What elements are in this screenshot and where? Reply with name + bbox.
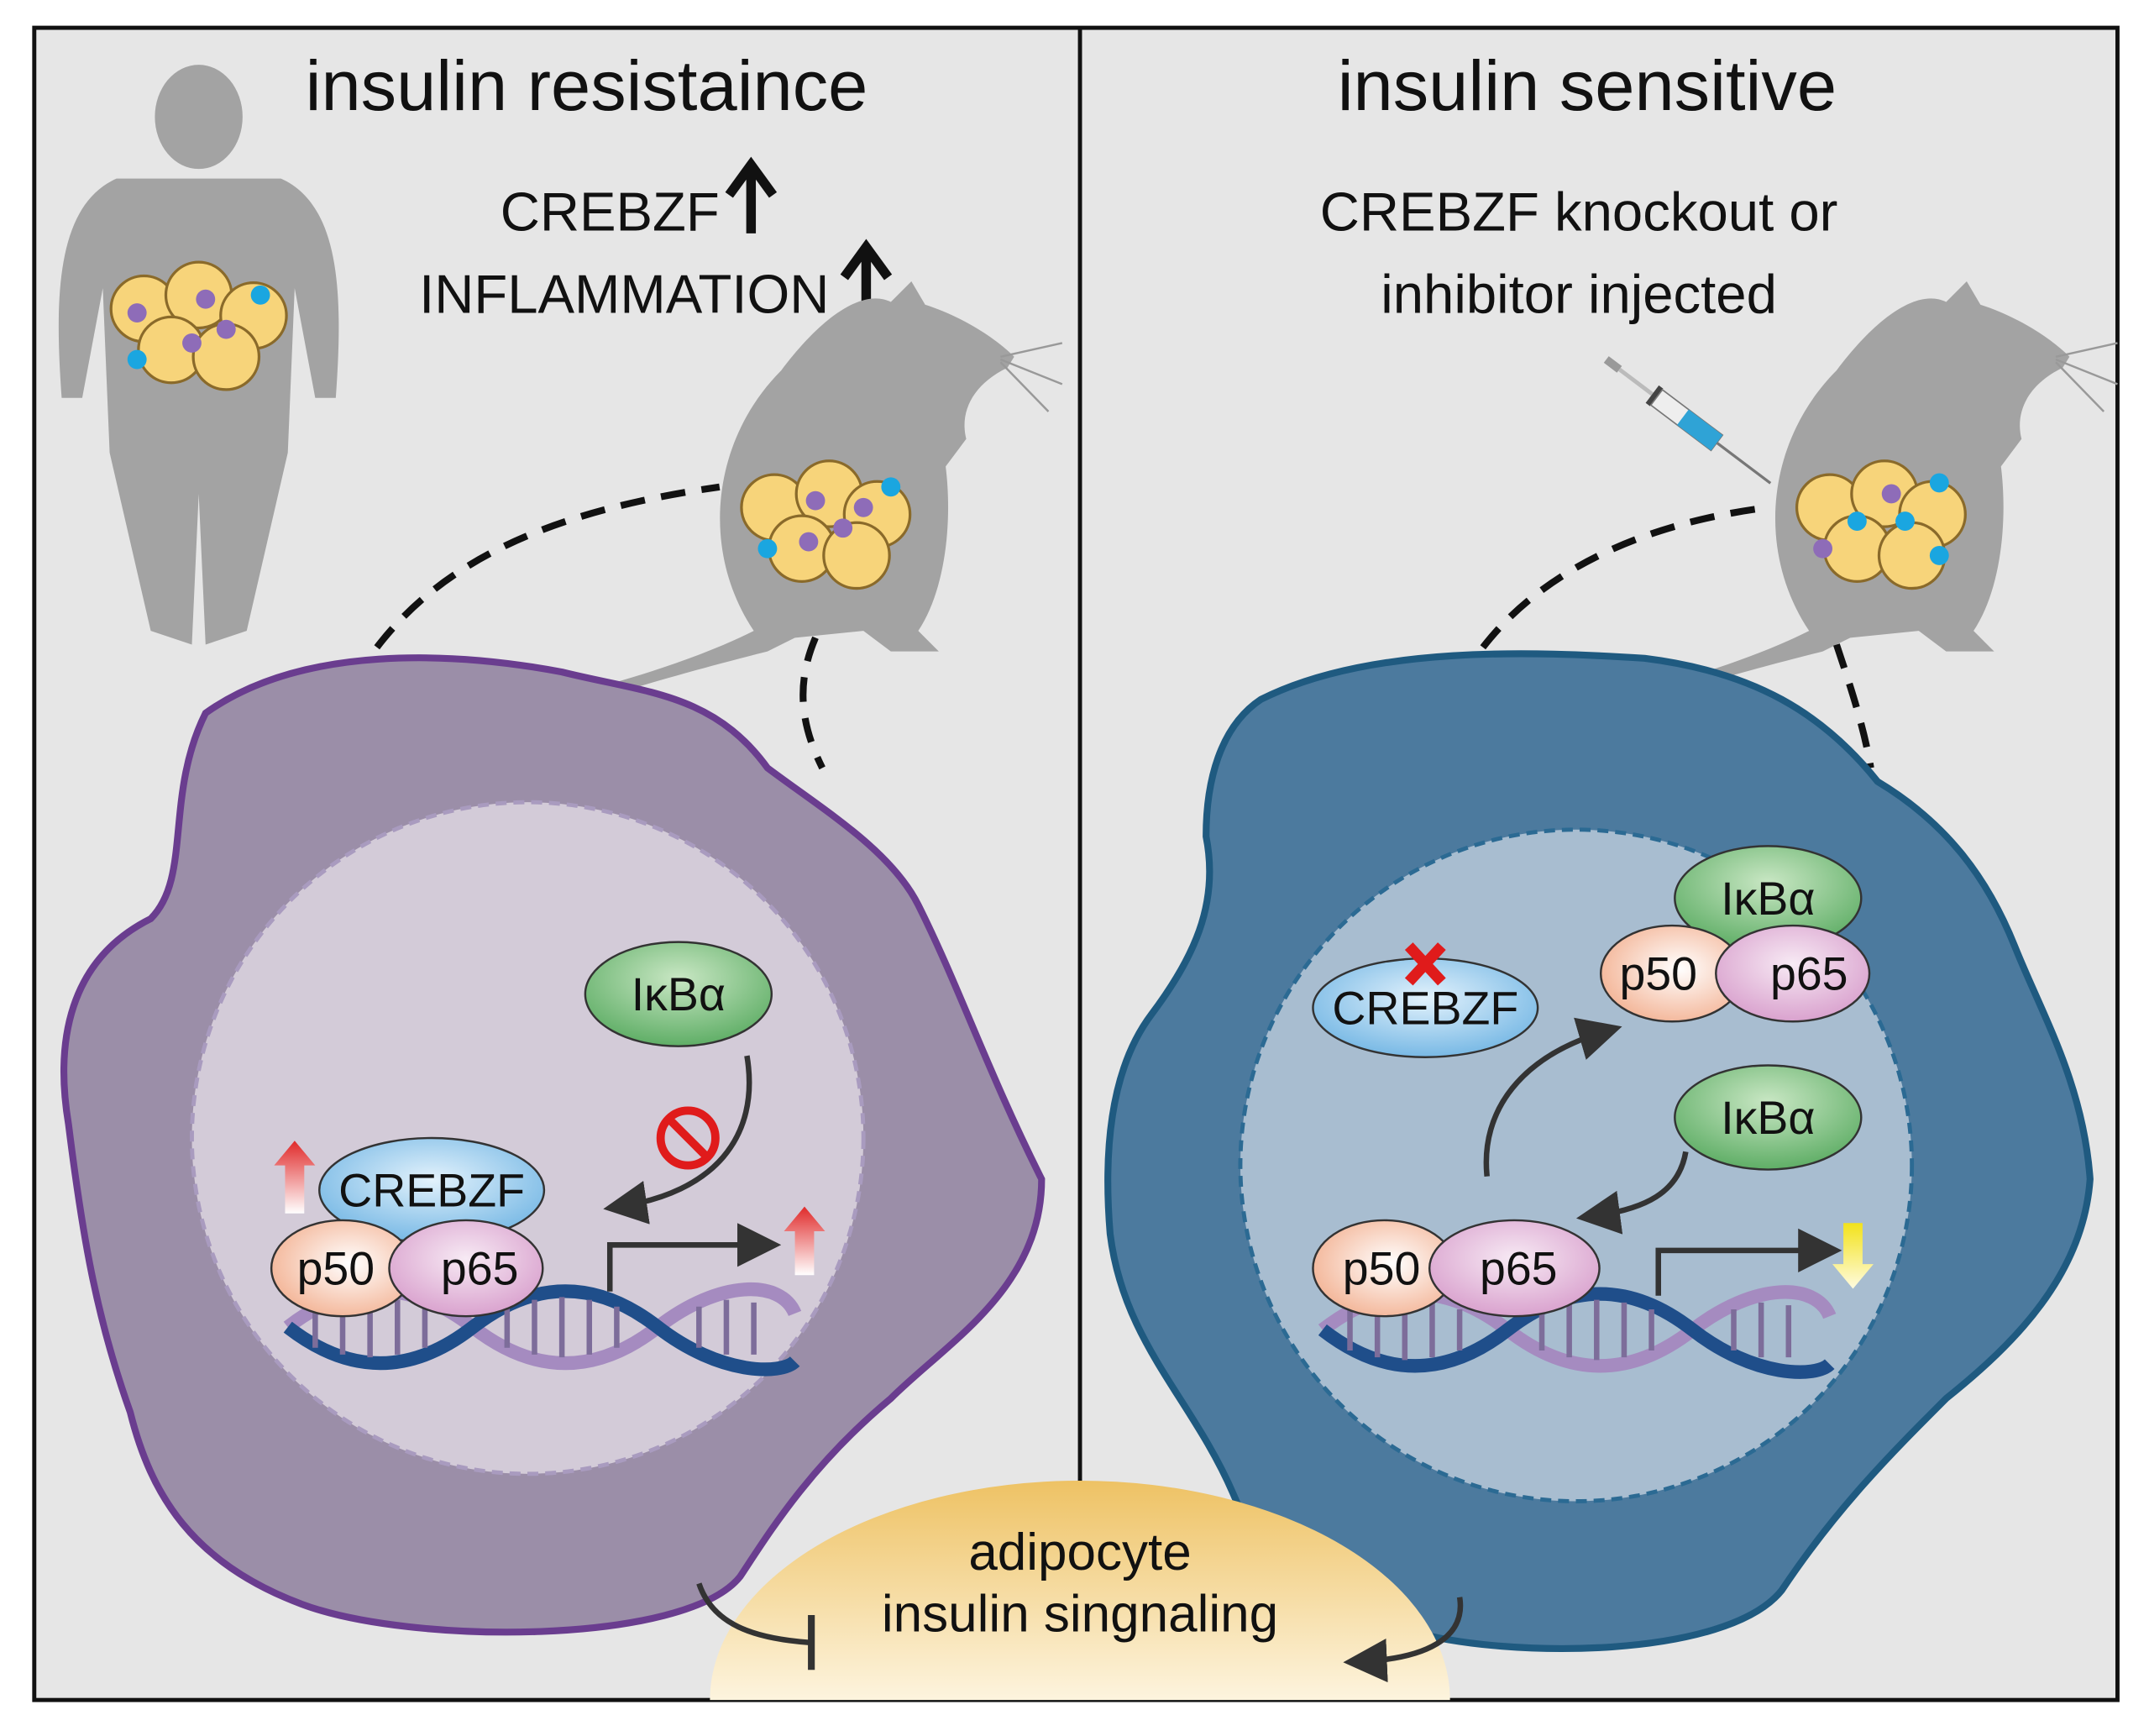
human-silhouette-icon (58, 65, 339, 645)
crebzf-marker: CREBZF (501, 181, 720, 243)
binding-arrow (1575, 1151, 1689, 1235)
bottom-label-2: insulin singnaling (882, 1586, 1278, 1644)
ikba-label: IκBα (1721, 1092, 1815, 1144)
right-title: insulin sensitive (1338, 45, 1837, 125)
ikba-protein (584, 941, 773, 1047)
crebzf-label: CREBZF (1332, 983, 1518, 1035)
p65-protein (1428, 1219, 1601, 1318)
transcription-arrow (606, 1223, 782, 1292)
activation-arrow (1343, 1597, 1464, 1683)
dashed-connector (374, 483, 721, 650)
p50-label: p50 (1619, 948, 1697, 1000)
syringe-icon (1603, 356, 1772, 485)
dashed-connector (1833, 643, 1874, 769)
knockout-x-icon (1404, 942, 1446, 986)
p65-protein (388, 1219, 544, 1318)
prohibition-icon (656, 1106, 720, 1170)
up-arrow-icon (725, 156, 778, 233)
ikba-protein (1674, 1064, 1863, 1171)
right-panel: insulin sensitive CREBZF knockout or inh… (1104, 45, 2119, 1653)
blocked-arrow (603, 1055, 752, 1225)
up-arrow-icon (274, 1141, 316, 1214)
right-subtitle-1: CREBZF knockout or (1320, 181, 1838, 243)
transcription-arrow (1655, 1228, 1842, 1296)
down-arrow-icon (1832, 1223, 1874, 1289)
p50-label: p50 (297, 1243, 375, 1295)
inflammation-marker: INFLAMMATION (419, 264, 829, 325)
bottom-label-1: adipocyte (968, 1524, 1191, 1581)
left-title: insulin resistaince (306, 45, 868, 125)
p50-label: p50 (1343, 1243, 1421, 1295)
export-arrow (1483, 1017, 1622, 1177)
dashed-connector (799, 636, 826, 770)
mouse-icon (574, 280, 1064, 708)
p65-label: p65 (1770, 948, 1848, 1000)
p65-label: p65 (441, 1243, 519, 1295)
crebzf-label: CREBZF (338, 1165, 525, 1217)
up-arrow-icon (784, 1206, 826, 1276)
right-subtitle-2: inhibitor injected (1381, 264, 1777, 325)
adipocyte-insulin-signaling: adipocyte insulin singnaling (710, 1481, 1450, 1701)
left-panel: insulin resistaince CREBZF INFLAMMATION … (58, 45, 1064, 1636)
dashed-connector (1480, 504, 1769, 650)
p65-protein (1715, 924, 1871, 1023)
ikba-label: IκBα (1721, 873, 1815, 925)
mouse-icon (1629, 280, 2119, 708)
ikba-label: IκBα (632, 968, 726, 1020)
inhibition-arrow (696, 1582, 810, 1645)
p65-label: p65 (1480, 1243, 1558, 1295)
